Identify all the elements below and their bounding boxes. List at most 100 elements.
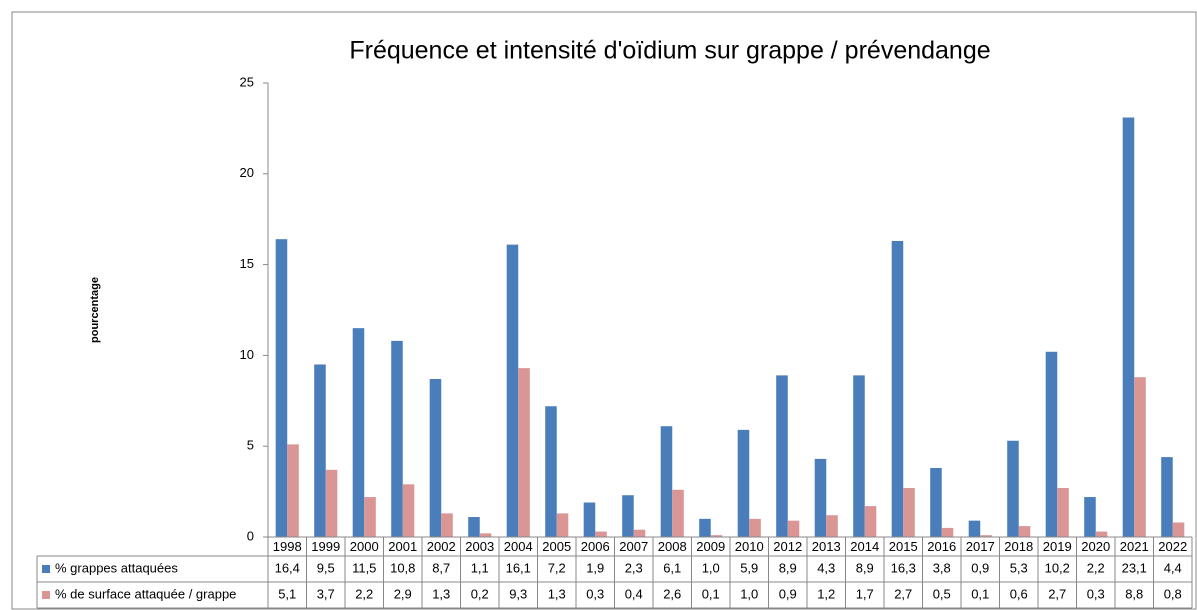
x-tick-label: 2003 [465, 539, 494, 554]
table-value: 3,7 [317, 586, 335, 601]
bar [1172, 522, 1185, 537]
bar [314, 364, 326, 537]
table-value: 16,1 [506, 560, 531, 575]
bar [941, 527, 954, 537]
table-value: 0,8 [1164, 586, 1182, 601]
chart-frame [11, 11, 1197, 610]
bar [1095, 531, 1108, 537]
table-value: 8,8 [1125, 586, 1143, 601]
x-tick-label: 2009 [696, 539, 725, 554]
x-tick-label: 1998 [273, 539, 302, 554]
table-value: 4,3 [817, 560, 835, 575]
table-value: 0,1 [971, 586, 989, 601]
bar [980, 535, 992, 537]
bar [1057, 487, 1069, 537]
x-tick-label: 1999 [311, 539, 340, 554]
x-tick-label: 2007 [619, 539, 648, 554]
bar [787, 520, 800, 537]
bar [1045, 351, 1058, 537]
x-tick-label: 2022 [1158, 539, 1187, 554]
bar [776, 375, 788, 537]
bar [506, 244, 519, 537]
table-value: 9,3 [509, 586, 527, 601]
bar [1018, 526, 1031, 537]
table-value: 1,0 [702, 560, 720, 575]
bar [468, 517, 480, 537]
x-tick-label: 2015 [889, 539, 918, 554]
legend-key [42, 591, 50, 599]
bar [1134, 377, 1146, 537]
bar [749, 518, 761, 537]
table-value: 1,7 [856, 586, 874, 601]
table-value: 0,3 [1087, 586, 1105, 601]
bar [826, 515, 838, 537]
y-tick-label: 5 [247, 438, 254, 453]
x-tick-label: 2016 [927, 539, 956, 554]
table-value: 5,3 [1010, 560, 1028, 575]
table-value: 8,7 [432, 560, 450, 575]
table-value: 8,9 [856, 560, 874, 575]
bar [699, 518, 711, 537]
x-tick-label: 2010 [735, 539, 764, 554]
x-tick-label: 2017 [966, 539, 995, 554]
bar [1007, 440, 1019, 537]
bar [1084, 497, 1096, 537]
bar [287, 444, 299, 537]
bar [814, 458, 827, 537]
table-value: 0,5 [933, 586, 951, 601]
table-value: 0,4 [625, 586, 643, 601]
bar [710, 535, 723, 537]
table-value: 10,8 [390, 560, 415, 575]
y-tick-label: 25 [240, 74, 254, 89]
table-value: 2,3 [625, 560, 643, 575]
y-tick-label: 10 [240, 347, 254, 362]
table-value: 3,8 [933, 560, 951, 575]
x-tick-label: 2020 [1081, 539, 1110, 554]
bar [1161, 457, 1173, 537]
table-value: 1,0 [740, 586, 758, 601]
table-value: 0,6 [1010, 586, 1028, 601]
bar [672, 489, 684, 537]
bar [903, 487, 915, 537]
table-value: 0,1 [702, 586, 720, 601]
table-value: 11,5 [352, 560, 376, 575]
y-tick-label: 0 [247, 528, 254, 543]
bar [864, 506, 877, 537]
y-tick-label: 15 [240, 256, 254, 271]
table-value: 0,9 [971, 560, 989, 575]
x-tick-label: 2019 [1043, 539, 1072, 554]
bar [441, 513, 453, 537]
bar [275, 239, 288, 537]
x-tick-label: 2005 [542, 539, 571, 554]
table-value: 1,2 [817, 586, 835, 601]
x-tick-label: 2018 [1004, 539, 1033, 554]
bar [352, 328, 365, 537]
x-tick-label: 2002 [427, 539, 456, 554]
bar [556, 513, 569, 537]
bar [402, 484, 415, 537]
table-value: 2,6 [663, 586, 681, 601]
table-value: 5,1 [278, 586, 296, 601]
table-value: 16,3 [891, 560, 916, 575]
legend-key [42, 565, 50, 573]
table-value: 2,9 [394, 586, 412, 601]
table-value: 5,9 [740, 560, 758, 575]
table-value: 0,3 [586, 586, 604, 601]
y-axis-label: pourcentage [89, 277, 101, 343]
table-value: 4,4 [1164, 560, 1182, 575]
y-tick-label: 20 [240, 165, 254, 180]
bar [479, 533, 492, 537]
bar [518, 368, 530, 537]
table-value: 23,1 [1122, 560, 1147, 575]
legend-label: % de surface attaquée / grappe [55, 586, 236, 601]
bar [391, 340, 403, 537]
table-value: 16,4 [275, 560, 300, 575]
bar [622, 495, 634, 537]
bar [325, 469, 338, 537]
bar [364, 497, 376, 537]
table-value: 1,3 [548, 586, 566, 601]
bar [429, 379, 442, 537]
table-value: 0,2 [471, 586, 489, 601]
table-value: 7,2 [548, 560, 566, 575]
